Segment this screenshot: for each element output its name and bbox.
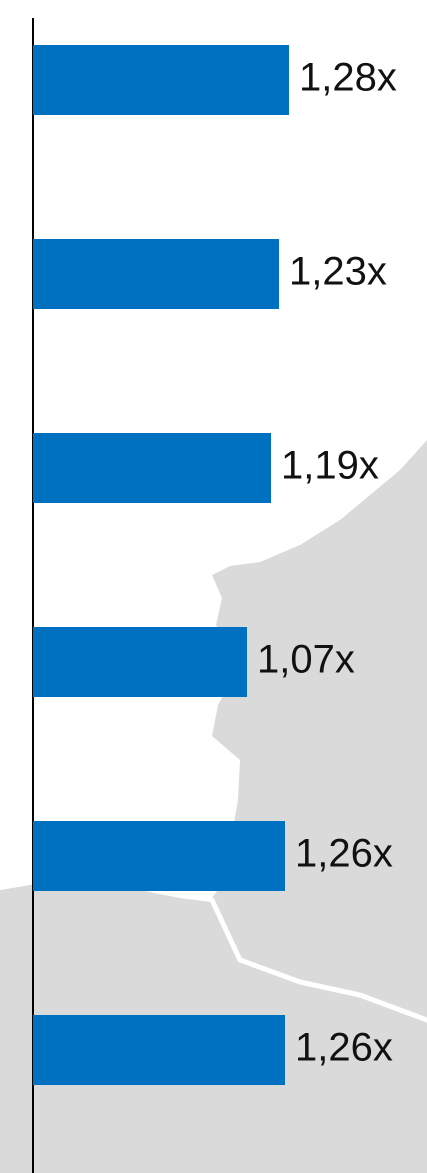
- bar-2: [33, 239, 279, 309]
- bars-group: [33, 45, 289, 1085]
- bar-5: [33, 821, 285, 891]
- data-label-4: 1,07x: [257, 638, 355, 682]
- map-land-upper: [0, 440, 427, 1173]
- data-label-6: 1,26x: [295, 1026, 393, 1070]
- data-label-5: 1,26x: [295, 832, 393, 876]
- data-label-3: 1,19x: [281, 444, 379, 488]
- bar-3: [33, 433, 271, 503]
- bar-6: [33, 1015, 285, 1085]
- map-border-line: [209, 897, 427, 1023]
- bar-4: [33, 627, 247, 697]
- data-label-2: 1,23x: [289, 250, 387, 294]
- data-label-1: 1,28x: [299, 56, 397, 100]
- data-labels-group: 1,28x 1,23x 1,19x 1,07x 1,26x 1,26x: [257, 56, 397, 1070]
- bar-1: [33, 45, 289, 115]
